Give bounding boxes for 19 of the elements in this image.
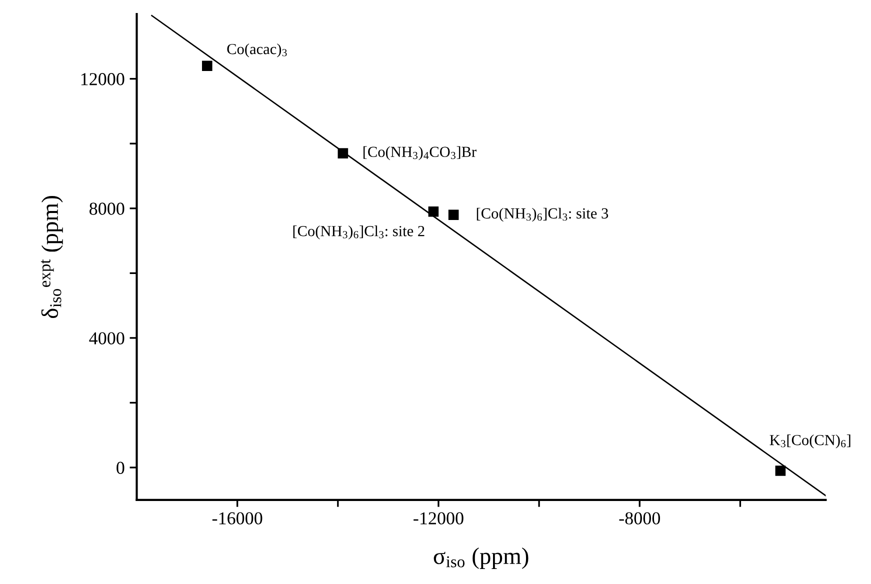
annotation: [Co(NH$_{3}$)$_{6}$]Cl$_{3}$: site 3 bbox=[476, 208, 608, 222]
y-tick-label: 8000 bbox=[90, 202, 124, 215]
point bbox=[338, 148, 348, 158]
y-tick-label: 12000 bbox=[81, 73, 124, 86]
annotation: K$_{3}$[Co(CN)$_{6}$] bbox=[770, 434, 850, 448]
y-axis-title: δ$_{iso}$$^{expt}$ (ppm) bbox=[40, 196, 63, 318]
point bbox=[428, 206, 439, 217]
y-tick-label: 0 bbox=[116, 462, 124, 474]
x-tick-label: -8000 bbox=[619, 512, 660, 524]
y-tick-label: 4000 bbox=[89, 332, 124, 344]
annotation: Co(acac)$_{3}$ bbox=[227, 43, 287, 58]
x-tick-label: -12000 bbox=[414, 512, 464, 524]
annotation: [Co(NH$_{3}$)$_{4}$CO$_{3}$]Br bbox=[364, 146, 476, 160]
point bbox=[202, 60, 212, 71]
x-axis-title: σ$_{iso}$ (ppm) bbox=[434, 548, 528, 569]
annotation: [Co(NH$_{3}$)$_{6}$]Cl$_{3}$: site 2 bbox=[293, 226, 424, 240]
x-tick-label: -16000 bbox=[212, 512, 262, 524]
point bbox=[775, 466, 786, 476]
point bbox=[448, 210, 459, 220]
